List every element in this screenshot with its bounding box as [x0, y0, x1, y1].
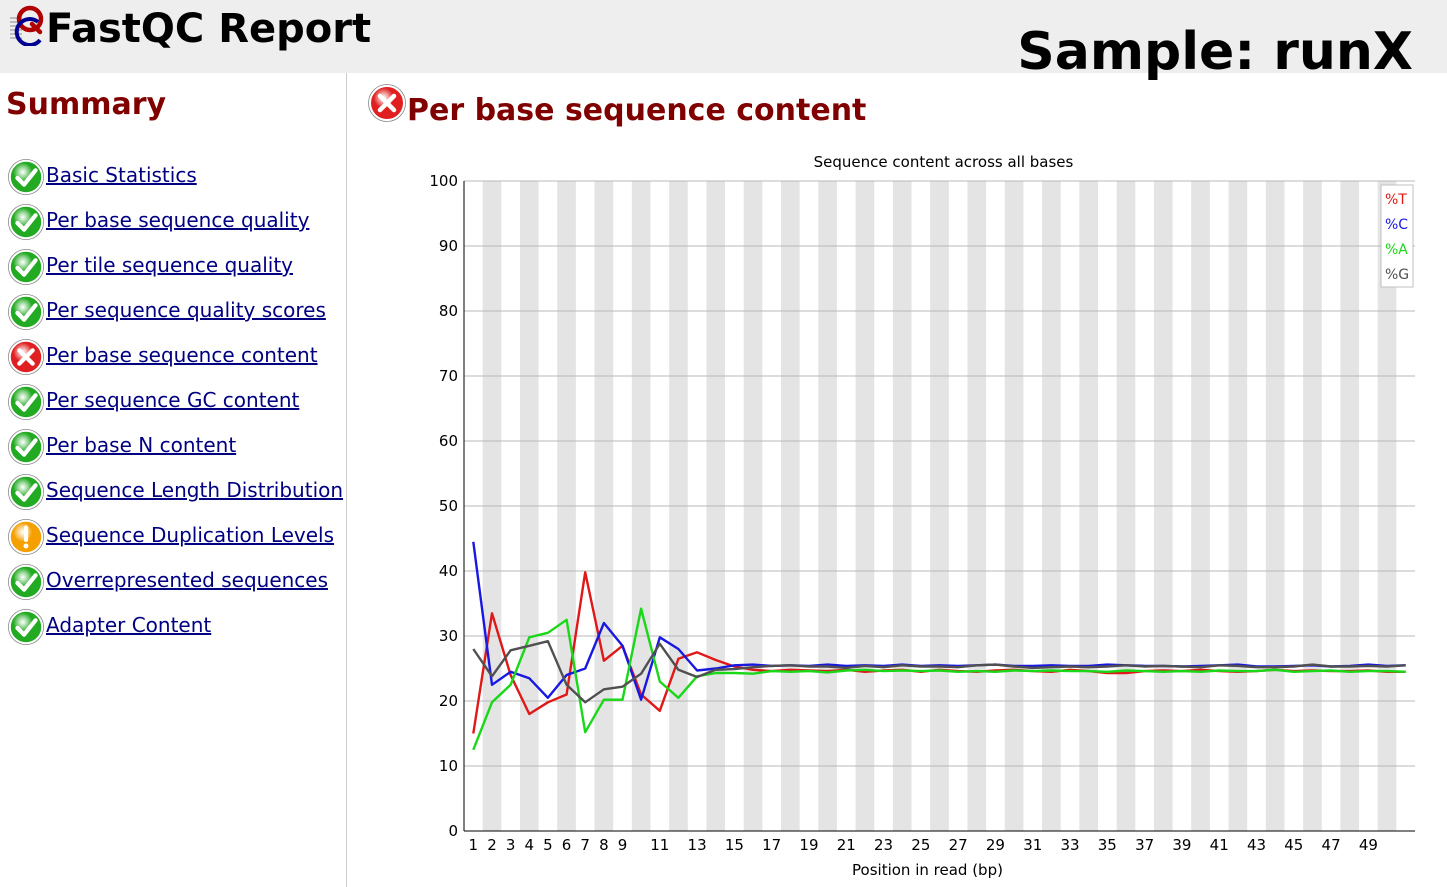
summary-item[interactable]: Overrepresented sequences: [6, 562, 342, 602]
fastqc-logo: [10, 5, 44, 46]
x-tick-label: 2: [487, 836, 497, 854]
x-tick-label: 27: [949, 836, 968, 854]
x-tick-label: 33: [1060, 836, 1079, 854]
module-heading: Per base sequence content: [407, 93, 867, 128]
legend-entry: %C: [1385, 217, 1408, 233]
pass-icon: [8, 204, 44, 240]
x-tick-label: 13: [688, 836, 707, 854]
x-tick-label: 15: [725, 836, 744, 854]
pass-icon: [8, 564, 44, 600]
x-tick-label: 1: [469, 836, 479, 854]
y-tick-label: 10: [439, 757, 458, 775]
y-tick-label: 40: [439, 562, 458, 580]
x-tick-label: 43: [1247, 836, 1266, 854]
x-tick-label: 8: [599, 836, 609, 854]
summary-item[interactable]: Adapter Content: [6, 607, 342, 647]
x-tick-label: 21: [837, 836, 856, 854]
pass-icon: [8, 249, 44, 285]
x-tick-label: 31: [1023, 836, 1042, 854]
summary-item[interactable]: Sequence Duplication Levels: [6, 517, 342, 557]
y-tick-label: 50: [439, 497, 458, 515]
summary-item[interactable]: Per base sequence quality: [6, 202, 342, 242]
summary-item[interactable]: Per tile sequence quality: [6, 247, 342, 287]
sample-title: Sample: runX: [1017, 22, 1413, 82]
chart-title: Sequence content across all bases: [814, 153, 1074, 171]
x-tick-label: 49: [1359, 836, 1378, 854]
warn-icon: [8, 519, 44, 555]
report-title: FastQC Report: [46, 6, 372, 52]
x-tick-label: 3: [506, 836, 516, 854]
summary-link[interactable]: Adapter Content: [46, 613, 212, 637]
legend-entry: %A: [1385, 242, 1408, 258]
x-tick-label: 35: [1098, 836, 1117, 854]
series-line: [472, 607, 1406, 751]
legend-box: [1380, 184, 1414, 288]
summary-link[interactable]: Per sequence quality scores: [46, 298, 326, 322]
x-tick-label: 6: [562, 836, 572, 854]
summary-item[interactable]: Per sequence quality scores: [6, 292, 342, 332]
pass-icon: [8, 159, 44, 195]
pass-icon: [8, 429, 44, 465]
summary-link[interactable]: Sequence Length Distribution: [46, 478, 344, 502]
y-tick-label: 60: [439, 432, 458, 450]
summary-link[interactable]: Basic Statistics: [46, 163, 197, 187]
x-tick-label: 17: [762, 836, 781, 854]
fail-icon: [8, 339, 44, 375]
x-tick-label: 9: [618, 836, 628, 854]
summary-sidebar: Summary Basic Statistics Per base sequenc…: [0, 73, 347, 887]
summary-item[interactable]: Per base sequence content: [6, 337, 342, 377]
summary-link[interactable]: Per base sequence quality: [46, 208, 310, 232]
summary-item[interactable]: Per base N content: [6, 427, 342, 467]
legend-entry: %T: [1385, 192, 1407, 208]
summary-link[interactable]: Per tile sequence quality: [46, 253, 294, 277]
summary-heading: Summary: [6, 87, 167, 122]
pass-icon: [8, 294, 44, 330]
x-tick-label: 47: [1322, 836, 1341, 854]
y-tick-label: 20: [439, 692, 458, 710]
x-tick-label: 5: [543, 836, 553, 854]
report-header: FastQC Report Sample: runX: [0, 0, 1447, 82]
summary-link[interactable]: Per base sequence content: [46, 343, 318, 367]
summary-link[interactable]: Overrepresented sequences: [46, 568, 329, 592]
summary-link[interactable]: Per sequence GC content: [46, 388, 300, 412]
summary-item[interactable]: Sequence Length Distribution: [6, 472, 344, 512]
x-tick-label: 37: [1135, 836, 1154, 854]
summary-item[interactable]: Per sequence GC content: [6, 382, 342, 422]
y-tick-label: 0: [448, 822, 458, 840]
y-tick-label: 90: [439, 237, 458, 255]
x-tick-label: 39: [1172, 836, 1191, 854]
y-tick-label: 70: [439, 367, 458, 385]
module-panel: Per base sequence content 0 10 20 30 40 50 60 7…: [347, 73, 1447, 887]
y-tick-label: 80: [439, 302, 458, 320]
x-tick-label: 7: [580, 836, 590, 854]
summary-link[interactable]: Per base N content: [46, 433, 237, 457]
x-tick-label: 25: [911, 836, 930, 854]
fail-icon: [368, 84, 406, 122]
legend-entry: %G: [1385, 267, 1409, 283]
summary-item[interactable]: Basic Statistics: [6, 157, 342, 197]
series-line: [472, 640, 1406, 704]
x-tick-label: 29: [986, 836, 1005, 854]
x-tick-label: 11: [650, 836, 669, 854]
x-axis-label: Position in read (bp): [852, 861, 1003, 879]
x-tick-label: 45: [1284, 836, 1303, 854]
x-tick-label: 4: [524, 836, 534, 854]
x-tick-label: 19: [799, 836, 818, 854]
pass-icon: [8, 384, 44, 420]
x-tick-label: 23: [874, 836, 893, 854]
y-tick-label: 100: [429, 172, 458, 190]
x-tick-label: 41: [1210, 836, 1229, 854]
summary-link[interactable]: Sequence Duplication Levels: [46, 523, 335, 547]
pass-icon: [8, 609, 44, 645]
y-tick-label: 30: [439, 627, 458, 645]
pass-icon: [8, 474, 44, 510]
